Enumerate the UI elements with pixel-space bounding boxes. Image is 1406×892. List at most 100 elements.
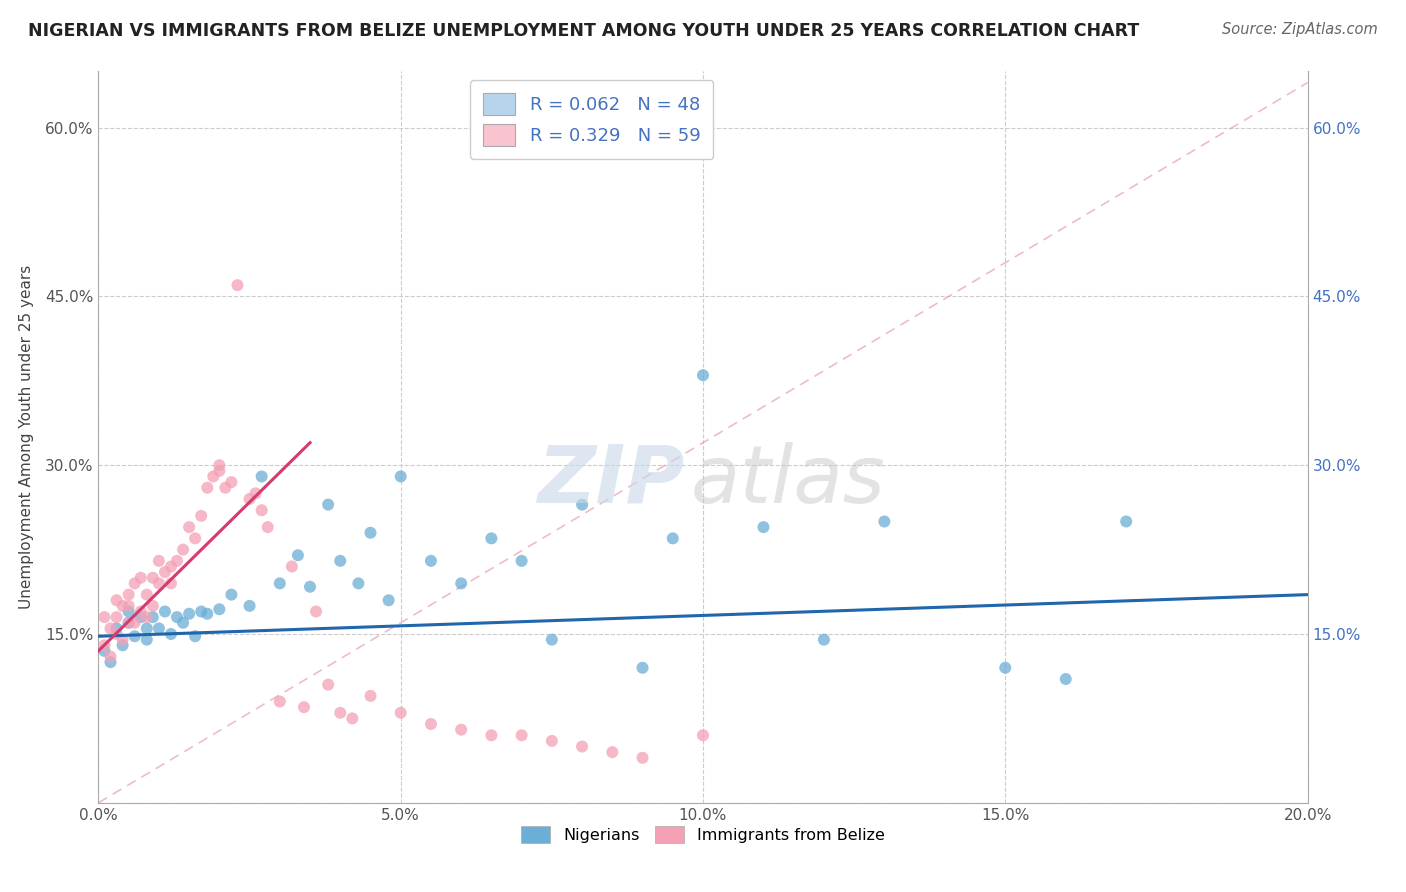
Point <box>124 615 146 630</box>
Point <box>166 554 188 568</box>
Point <box>873 515 896 529</box>
Point <box>360 689 382 703</box>
Point <box>287 548 309 562</box>
Point <box>105 621 128 635</box>
Point <box>208 464 231 478</box>
Point <box>105 610 128 624</box>
Point <box>540 632 562 647</box>
Point <box>129 605 152 619</box>
Point <box>1054 672 1077 686</box>
Point <box>631 661 654 675</box>
Point <box>631 751 654 765</box>
Point <box>221 588 243 602</box>
Point <box>481 728 503 742</box>
Point <box>510 554 533 568</box>
Point <box>329 706 352 720</box>
Point <box>105 627 128 641</box>
Point <box>305 605 328 619</box>
Point <box>250 469 273 483</box>
Point <box>269 576 291 591</box>
Point <box>813 632 835 647</box>
Point <box>661 532 683 546</box>
Point <box>160 627 183 641</box>
Point <box>111 638 134 652</box>
Point <box>172 542 194 557</box>
Point <box>450 723 472 737</box>
Point <box>124 576 146 591</box>
Point <box>111 599 134 613</box>
Point <box>118 615 141 630</box>
Point <box>994 661 1017 675</box>
Point <box>184 629 207 643</box>
Point <box>202 469 225 483</box>
Point <box>195 481 218 495</box>
Point <box>281 559 304 574</box>
Point <box>118 588 141 602</box>
Point <box>316 678 339 692</box>
Point <box>245 486 267 500</box>
Point <box>292 700 315 714</box>
Text: Source: ZipAtlas.com: Source: ZipAtlas.com <box>1222 22 1378 37</box>
Point <box>214 481 236 495</box>
Point <box>190 508 212 523</box>
Point <box>269 694 291 708</box>
Point <box>105 593 128 607</box>
Point <box>148 554 170 568</box>
Point <box>256 520 278 534</box>
Point <box>360 525 382 540</box>
Point <box>142 571 165 585</box>
Point <box>179 607 201 621</box>
Point <box>571 498 593 512</box>
Point <box>153 565 176 579</box>
Point <box>100 655 122 669</box>
Point <box>190 605 212 619</box>
Point <box>135 610 157 624</box>
Point <box>752 520 775 534</box>
Point <box>226 278 249 293</box>
Point <box>148 576 170 591</box>
Point <box>347 576 370 591</box>
Point <box>118 599 141 613</box>
Point <box>148 621 170 635</box>
Point <box>692 728 714 742</box>
Point <box>93 610 115 624</box>
Point <box>420 554 443 568</box>
Point <box>166 610 188 624</box>
Point <box>179 520 201 534</box>
Point <box>377 593 399 607</box>
Point <box>239 491 262 506</box>
Point <box>221 475 243 489</box>
Point <box>135 588 157 602</box>
Point <box>124 629 146 643</box>
Point <box>1115 515 1137 529</box>
Point <box>93 638 115 652</box>
Point <box>93 644 115 658</box>
Point <box>142 610 165 624</box>
Point <box>118 615 141 630</box>
Point <box>481 532 503 546</box>
Point <box>389 706 412 720</box>
Point <box>195 607 218 621</box>
Point <box>342 711 364 725</box>
Point <box>692 368 714 383</box>
Legend: Nigerians, Immigrants from Belize: Nigerians, Immigrants from Belize <box>515 820 891 850</box>
Point <box>142 599 165 613</box>
Point <box>571 739 593 754</box>
Point <box>100 649 122 664</box>
Point <box>111 632 134 647</box>
Text: ZIP: ZIP <box>537 442 685 520</box>
Point <box>208 458 231 473</box>
Point <box>135 632 157 647</box>
Point <box>299 580 322 594</box>
Point <box>450 576 472 591</box>
Point <box>160 576 183 591</box>
Text: atlas: atlas <box>690 442 886 520</box>
Point <box>316 498 339 512</box>
Point <box>172 615 194 630</box>
Y-axis label: Unemployment Among Youth under 25 years: Unemployment Among Youth under 25 years <box>18 265 34 609</box>
Point <box>389 469 412 483</box>
Point <box>100 621 122 635</box>
Point <box>239 599 262 613</box>
Point <box>160 559 183 574</box>
Point <box>135 621 157 635</box>
